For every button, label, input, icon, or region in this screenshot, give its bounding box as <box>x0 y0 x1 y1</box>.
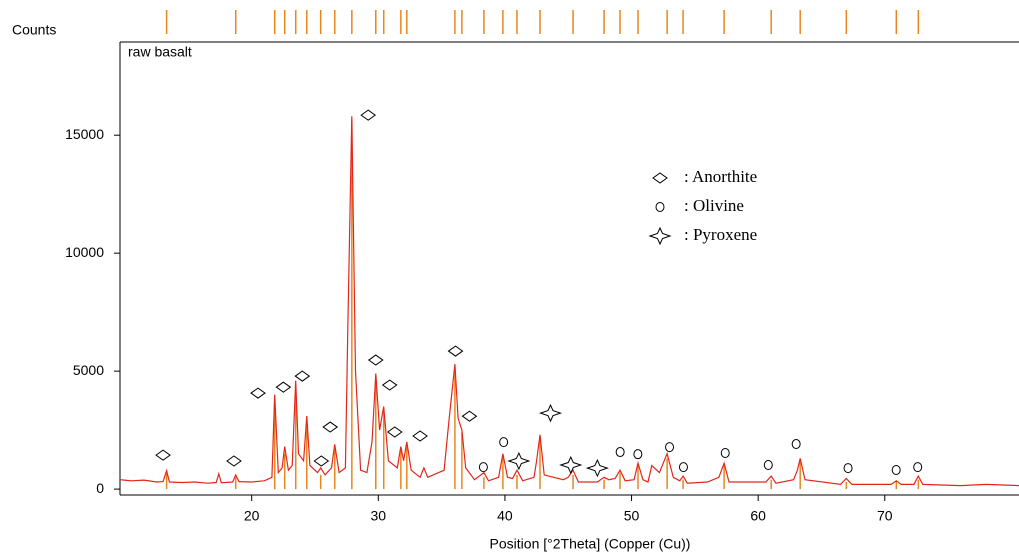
phase-marker <box>461 410 478 422</box>
phase-marker <box>678 462 688 473</box>
phase-marker <box>665 442 675 453</box>
legend-label: : Olivine <box>684 196 744 215</box>
legend-label: : Pyroxene <box>684 225 757 244</box>
legend-symbol <box>655 202 665 212</box>
x-tick-label: 20 <box>244 508 260 524</box>
x-axis-label: Position [°2Theta] (Copper (Cu)) <box>490 536 691 552</box>
phase-marker <box>913 462 923 473</box>
phase-marker <box>313 455 330 467</box>
phase-marker <box>891 464 901 475</box>
y-axis-label: Counts <box>12 22 56 38</box>
phase-marker <box>250 387 266 399</box>
phase-marker <box>559 455 583 475</box>
phase-marker <box>155 449 171 461</box>
y-tick-label: 10000 <box>65 244 104 260</box>
phase-marker <box>386 426 403 438</box>
y-tick-label: 5000 <box>73 362 104 378</box>
phase-marker <box>294 370 311 382</box>
x-tick-label: 50 <box>624 508 640 524</box>
phase-marker <box>447 345 464 357</box>
series-label: raw basalt <box>128 44 192 60</box>
phase-marker <box>763 460 773 471</box>
phase-marker <box>843 463 853 474</box>
phase-marker <box>633 449 643 460</box>
phase-marker <box>585 458 609 478</box>
phase-marker <box>226 455 242 467</box>
phase-marker <box>478 462 488 473</box>
legend-symbol <box>648 226 672 246</box>
phase-marker <box>412 430 428 442</box>
phase-marker <box>791 439 801 450</box>
line-series <box>119 116 1019 487</box>
phase-marker <box>381 379 398 391</box>
phase-marker <box>322 421 339 433</box>
phase-marker <box>499 437 509 448</box>
phase-marker <box>507 451 531 471</box>
phase-marker <box>538 403 563 423</box>
phase-marker <box>275 381 292 393</box>
phase-marker <box>360 109 377 121</box>
legend-label: : Anorthite <box>684 167 757 186</box>
phase-marker <box>720 448 730 459</box>
legend-symbol <box>652 172 668 184</box>
phase-marker <box>615 447 625 458</box>
phase-marker <box>367 354 384 366</box>
x-tick-label: 60 <box>750 508 766 524</box>
x-tick-label: 40 <box>497 508 513 524</box>
x-tick-label: 30 <box>371 508 387 524</box>
y-tick-label: 15000 <box>65 126 104 142</box>
x-tick-label: 70 <box>877 508 893 524</box>
y-tick-label: 0 <box>96 480 104 496</box>
